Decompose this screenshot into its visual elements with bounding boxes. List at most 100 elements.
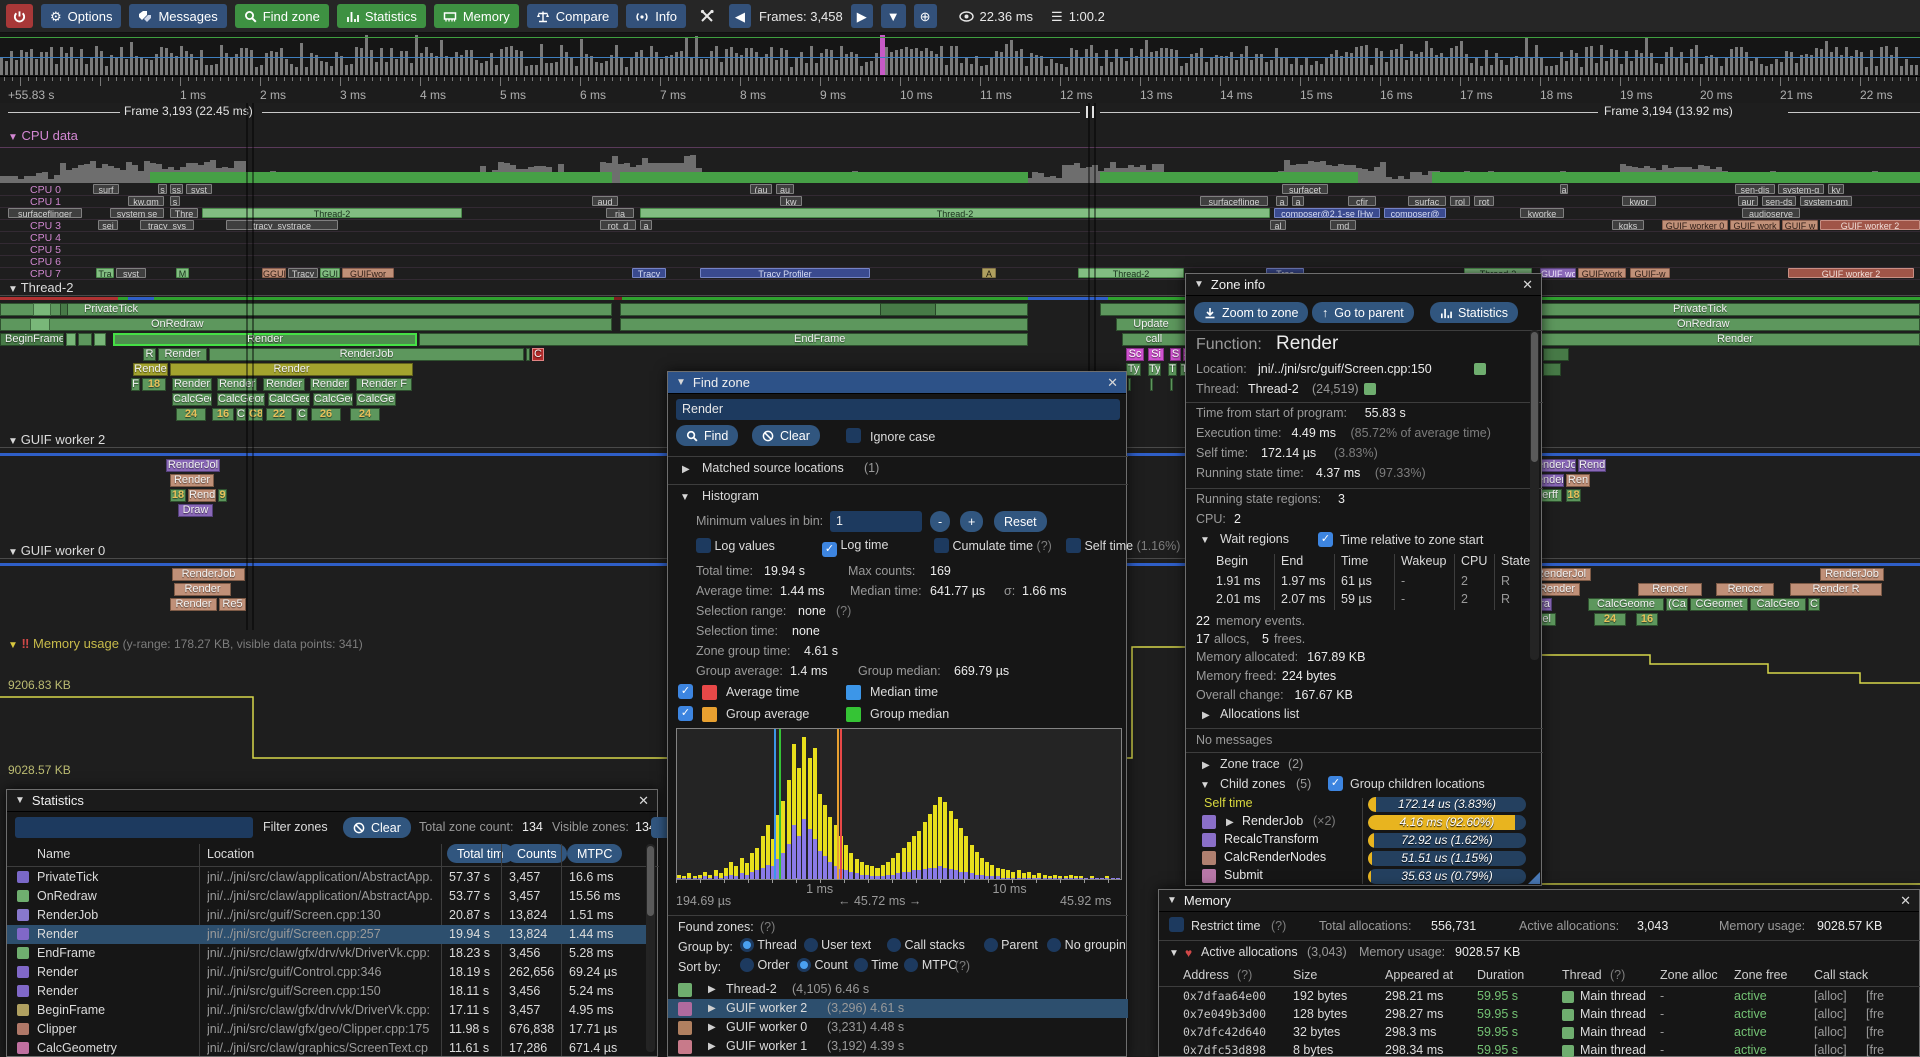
zone-render[interactable]: Render (1510, 333, 1920, 346)
cpu-zone-thre[interactable]: Thre (170, 208, 198, 218)
statistics-row-endframe[interactable]: EndFrame jni/../jni/src/claw/gfx/drv/vk/D… (7, 944, 647, 963)
cpu-zone-kw[interactable]: kw (780, 196, 802, 206)
zone-c[interactable]: C (236, 408, 246, 421)
column-location[interactable]: Location (207, 847, 255, 861)
statistics-row-beginframe[interactable]: BeginFrame jni/../jni/src/claw/gfx/drv/vk… (7, 1001, 647, 1020)
zone-calcgeome[interactable]: CalcGeome (217, 393, 265, 406)
zone-c[interactable]: C (1808, 598, 1820, 611)
checkbox[interactable] (696, 538, 711, 553)
zone-trace-label[interactable]: Zone trace (1220, 757, 1280, 771)
allocation-callstack-alloc[interactable]: [alloc] (1814, 989, 1847, 1003)
frame-dropdown-button[interactable]: ▼ (880, 4, 906, 28)
cpu-zone-guif-worker-2[interactable]: GUIF worker 2 (1820, 220, 1920, 230)
column-mtpc-button[interactable]: MTPC (567, 844, 623, 863)
cpu-zone-audioserve[interactable]: audioserve (1742, 208, 1800, 218)
statistics-row-renderjob[interactable]: RenderJob jni/../jni/src/guif/Screen.cpp:… (7, 906, 647, 925)
radio-time[interactable]: Time (854, 958, 899, 972)
zone-render[interactable]: Render (217, 378, 257, 391)
radio-icon[interactable] (1047, 938, 1062, 952)
cpu-zone-sen-ds[interactable]: sen-ds (1762, 196, 1796, 206)
statistics-row-clipper[interactable]: Clipper jni/../jni/src/claw/gfx/geo/Clipp… (7, 1020, 647, 1039)
allocation-callstack-free[interactable]: [fre (1866, 989, 1885, 1003)
child-zone-name[interactable]: Submit (1224, 868, 1263, 882)
cpu-zone-a[interactable]: a (640, 220, 652, 230)
restrict-time-checkbox[interactable] (1169, 917, 1184, 932)
statistics-row-render[interactable]: Render jni/../jni/src/guif/Screen.cpp:150… (7, 982, 647, 1001)
column-total-time-button[interactable]: Total tim (447, 844, 514, 863)
close-icon[interactable]: ✕ (1107, 374, 1118, 390)
fz-clear-button[interactable]: Clear (752, 425, 820, 446)
radio-icon[interactable] (740, 958, 754, 972)
memory-titlebar[interactable]: ▼ Memory ✕ (1159, 890, 1919, 912)
zone-render[interactable]: Render (158, 348, 207, 361)
cpu-zone-syst[interactable]: syst (116, 268, 146, 278)
statistics-row-render[interactable]: Render jni/../jni/src/guif/Screen.cpp:257… (7, 925, 647, 944)
memory-column-appeared-at[interactable]: Appeared at (1385, 968, 1454, 982)
frame-3193-label[interactable]: Frame 3,193 (22.45 ms) (124, 104, 253, 118)
allocation-callstack-alloc[interactable]: [alloc] (1814, 1043, 1847, 1057)
zone-rende[interactable]: Rende (133, 363, 168, 376)
collapse-arrow-icon[interactable]: ▼ (1169, 948, 1179, 959)
cpu-zone--au[interactable]: (au (750, 184, 772, 194)
help-icon[interactable]: (?) (954, 959, 971, 973)
collapse-arrow-icon[interactable]: ▼ (1200, 535, 1210, 546)
zone--ca[interactable]: (Ca (1666, 598, 1688, 611)
child-zones-label[interactable]: Child zones (1220, 777, 1286, 791)
cpu-data-section-header[interactable]: ▼ CPU data (8, 128, 78, 143)
expand-arrow-icon[interactable]: ▶ (708, 1041, 716, 1052)
cpu-zone-kworke[interactable]: kworke (1520, 208, 1564, 218)
messages-button[interactable]: Messages (129, 4, 227, 28)
zone-renccr[interactable]: Renccr (1716, 583, 1774, 596)
zone-9[interactable]: 9 (218, 489, 227, 502)
memory-button[interactable]: Memory (433, 4, 519, 28)
zone-18[interactable]: 18 (170, 489, 186, 502)
cpu-zone-tra[interactable]: Tra (96, 268, 114, 278)
zone-unlabeled[interactable] (60, 303, 68, 316)
cpu-zone-system-g[interactable]: system-g (1778, 184, 1824, 194)
min-values-input[interactable]: 1 (830, 511, 922, 532)
memory-allocation-row[interactable]: 0x7dfaa64e00 192 bytes 298.21 ms 59.95 s Mai… (1159, 988, 1920, 1006)
expand-arrow-icon[interactable]: ▶ (1226, 817, 1234, 828)
zone-sc[interactable]: Sc (1126, 348, 1144, 361)
zone-onredraw[interactable]: OnRedraw (1490, 318, 1920, 331)
radio-icon[interactable] (887, 938, 901, 952)
cpu-zone-composer-[interactable]: composer@ (1384, 208, 1446, 218)
radio-icon[interactable] (797, 958, 811, 972)
compare-button[interactable]: Compare (526, 4, 619, 28)
active-allocations-section-label[interactable]: Active allocations (1201, 945, 1298, 959)
statistics-scrollbar[interactable] (646, 844, 655, 1052)
zone-renderjob[interactable]: RenderJob (172, 568, 245, 581)
found-zone-group-thread-2[interactable]: ▶ Thread-2 (4,105) 6.46 s (668, 980, 1128, 999)
cpu-zone-tracy-profiler[interactable]: Tracy Profiler (700, 268, 870, 278)
legend-checkbox[interactable]: ✓ (678, 706, 693, 721)
zone-draw[interactable]: Draw (178, 504, 213, 517)
child-zone-time-bar[interactable]: 72.92 us (1.62%) (1368, 833, 1526, 848)
zone-rend[interactable]: Rend (188, 489, 216, 502)
statistics-button[interactable]: Statistics (336, 4, 426, 28)
cpu-zone-sen-dis[interactable]: sen-dis (1735, 184, 1775, 194)
radio-user-text[interactable]: User text (803, 938, 871, 952)
radio-call-stacks[interactable]: Call stacks (887, 938, 965, 952)
memory-column-thread[interactable]: Thread (1562, 968, 1602, 982)
zi-statistics-button[interactable]: Statistics (1430, 302, 1519, 323)
memory-column-call-stack[interactable]: Call stack (1814, 968, 1869, 982)
help-icon[interactable]: (?) (1271, 919, 1287, 933)
zone-calcgeo[interactable]: CalcGeo (172, 393, 212, 406)
zone-renderjob[interactable]: RenderJob (1820, 568, 1884, 581)
zone-unlabeled[interactable] (1543, 363, 1561, 376)
statistics-clear-button[interactable]: Clear (343, 817, 411, 838)
child-zone-name[interactable]: RecalcTransform (1224, 832, 1319, 846)
cpu-zone-system-se[interactable]: system se (110, 208, 164, 218)
zone-c8[interactable]: C8 (248, 408, 263, 421)
statistics-filter-input[interactable] (15, 817, 253, 838)
frame-3194-label[interactable]: Frame 3,194 (13.92 ms) (1604, 104, 1733, 118)
cpu-zone-guifwor[interactable]: GUIFwor (342, 268, 394, 278)
cpu-zone-thread-2[interactable]: Thread-2 (202, 208, 462, 218)
cpu-zone-m[interactable]: M (176, 268, 189, 278)
zone-privatetick[interactable]: PrivateTick (0, 303, 612, 316)
zone-render[interactable]: Render (172, 378, 212, 391)
cpu-zone-cfir[interactable]: cfir (1348, 196, 1376, 206)
zone-calcge[interactable]: CalcGe (356, 393, 396, 406)
zone-renderjol[interactable]: RenderJol (1531, 568, 1591, 581)
